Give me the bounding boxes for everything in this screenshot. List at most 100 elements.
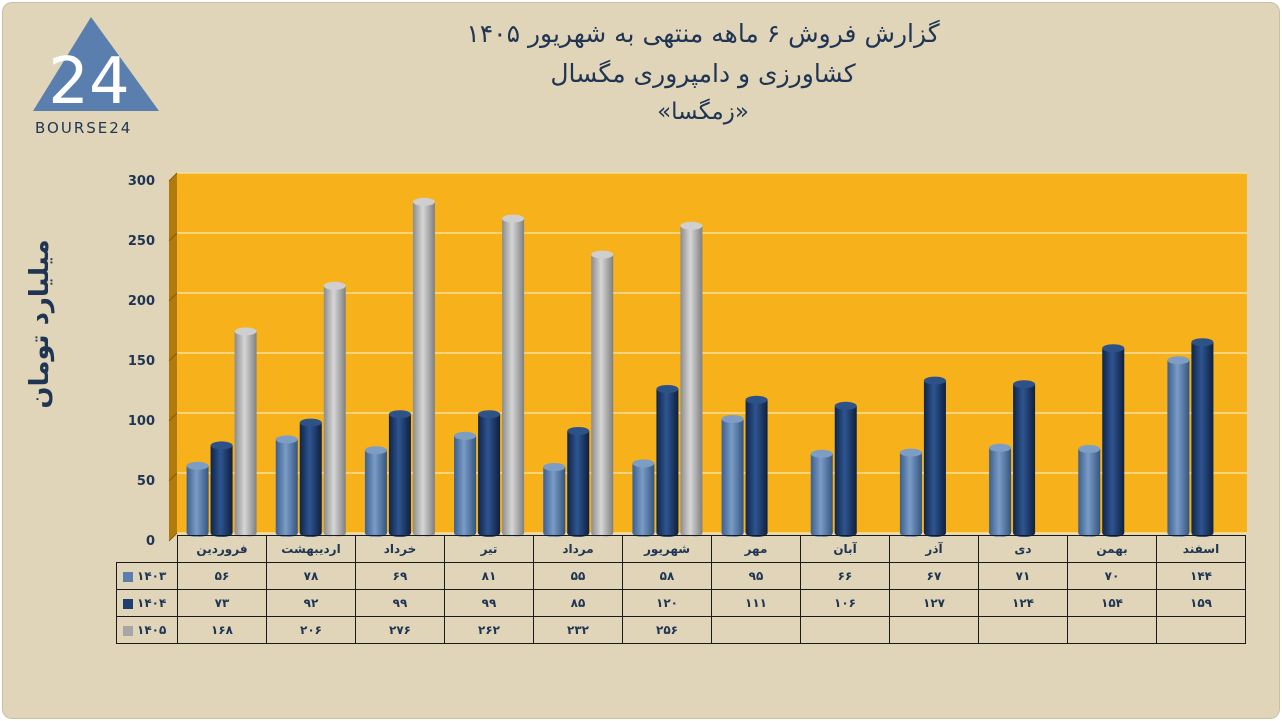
bar-body <box>364 450 387 533</box>
x-tick-label: اردیبهشت <box>266 535 356 563</box>
x-tick-label: بهمن <box>1067 535 1157 563</box>
bar <box>1167 356 1190 537</box>
bar-cap <box>323 281 346 290</box>
legend-swatch <box>123 571 133 582</box>
bar <box>275 435 298 537</box>
bar-body <box>1191 342 1214 533</box>
bar-cap <box>502 214 525 223</box>
bar-body <box>454 435 477 533</box>
bar-cap <box>721 415 744 423</box>
bar <box>454 431 477 537</box>
data-label: ۷۸ <box>266 562 356 590</box>
x-tick-label: آبان <box>800 535 890 563</box>
bar <box>299 418 322 537</box>
company-symbol: «زمگسا» <box>657 99 749 125</box>
y-tick-label: 100 <box>128 414 155 429</box>
data-label <box>800 616 890 644</box>
data-label: ۱۲۰ <box>622 589 712 617</box>
x-tick-label: مرداد <box>533 535 623 563</box>
logo-text: BOURSE24 <box>35 119 133 137</box>
data-label: ۱۲۷ <box>889 589 979 617</box>
bar <box>899 448 922 537</box>
data-label: ۱۵۴ <box>1067 589 1157 617</box>
bar-cap <box>1013 380 1036 389</box>
gridline-wall <box>168 232 178 242</box>
bar-body <box>323 285 346 533</box>
bar-cap <box>388 410 411 419</box>
bar-body <box>234 331 257 533</box>
y-tick-label: 200 <box>128 294 155 309</box>
bar <box>234 327 257 537</box>
bar-chart: 0 50 100 150 200 250 300 <box>128 172 1247 549</box>
bar-cap <box>210 441 233 450</box>
bar <box>502 214 525 537</box>
bar <box>834 401 857 537</box>
data-label: ۷۳ <box>177 589 267 617</box>
bar-cap <box>412 197 435 206</box>
chart-subtitle: کشاورزی و دامپروری مگسال <box>550 59 856 88</box>
bar-cap <box>1078 445 1101 453</box>
legend-label: ۱۴۰۳ <box>137 569 167 583</box>
bar-body <box>591 254 614 533</box>
bar-body <box>1167 360 1190 533</box>
bar-body <box>186 465 209 533</box>
bar-cap <box>1102 344 1125 353</box>
y-tick-label: 0 <box>146 534 155 549</box>
bar-cap <box>899 448 922 457</box>
legend-label: ۱۴۰۴ <box>137 596 167 610</box>
data-label: ۱۶۸ <box>177 616 267 644</box>
bar-body <box>210 445 233 533</box>
bar-cap <box>567 427 590 435</box>
data-label: ۵۸ <box>622 562 712 590</box>
data-label: ۲۰۶ <box>266 616 356 644</box>
x-tick-label: دی <box>978 535 1068 563</box>
bar-cap <box>478 410 501 419</box>
bar-cap <box>656 385 679 393</box>
bar-body <box>1013 384 1036 533</box>
bar <box>478 410 501 537</box>
bar-cap <box>275 435 298 444</box>
data-label: ۲۳۲ <box>533 616 623 644</box>
bar <box>388 410 411 537</box>
bar-body <box>810 453 833 533</box>
x-tick-label: مهر <box>711 535 801 563</box>
data-label: ۲۷۶ <box>355 616 445 644</box>
bar-cap <box>591 250 614 259</box>
data-label: ۹۹ <box>355 589 445 617</box>
bar-body <box>275 439 298 533</box>
data-label <box>978 616 1068 644</box>
x-tick-label: تیر <box>444 535 534 563</box>
bar-body <box>656 389 679 533</box>
data-table: فروردین اردیبهشت خرداد تیر مرداد شهریور مهر آبا… <box>116 535 1246 644</box>
bars <box>186 197 1214 537</box>
gridlines <box>168 172 1247 542</box>
legend-entry: ۱۴۰۵ <box>116 616 178 644</box>
x-tick-label: شهریور <box>622 535 712 563</box>
bar-body <box>388 414 411 533</box>
bar <box>745 395 768 537</box>
bar-body <box>745 399 768 533</box>
bar-body <box>1102 348 1125 533</box>
data-label: ۱۰۶ <box>800 589 890 617</box>
chart-title: گزارش فروش ۶ ماهه منتهی به شهریور ۱۴۰۵ <box>466 19 940 48</box>
bar-cap <box>1167 356 1190 365</box>
table-row: ۱۴۰۵ ۱۶۸ ۲۰۶ ۲۷۶ ۲۶۲ ۲۳۲ ۲۵۶ <box>116 616 1246 644</box>
bourse24-logo-icon: 24 <box>33 17 159 119</box>
bar-cap <box>543 463 566 471</box>
data-label: ۱۵۹ <box>1156 589 1246 617</box>
legend-swatch <box>123 625 133 636</box>
data-label: ۷۱ <box>978 562 1068 590</box>
bar-cap <box>632 459 655 468</box>
bar-body <box>543 467 566 533</box>
bar-cap <box>680 221 703 230</box>
gridline-wall <box>168 472 178 482</box>
bar <box>1078 445 1101 537</box>
bar-cap <box>299 418 322 427</box>
data-label: ۵۵ <box>533 562 623 590</box>
y-tick-label: 150 <box>128 354 155 369</box>
bar <box>656 385 679 537</box>
y-tick-labels: 0 50 100 150 200 250 300 <box>128 174 155 549</box>
legend-entry: ۱۴۰۳ <box>116 562 178 590</box>
table-corner <box>117 536 178 563</box>
bar <box>989 443 1012 537</box>
